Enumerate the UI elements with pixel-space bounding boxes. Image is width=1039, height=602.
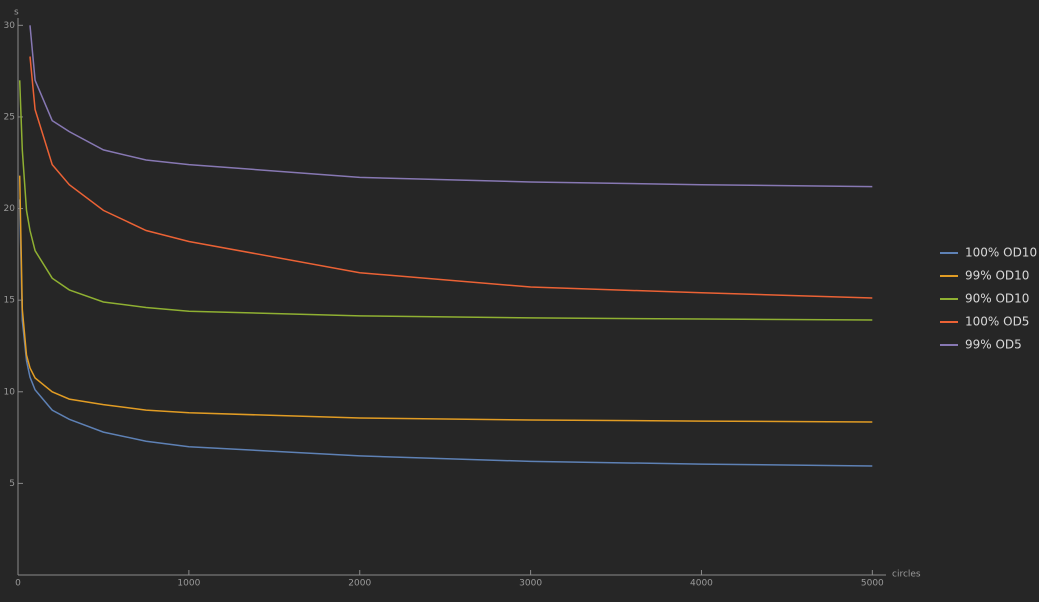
series-line [29,56,873,299]
x-tick-label: 4000 [690,579,713,589]
legend-label: 99% OD10 [965,269,1029,283]
x-tick-label: 0 [15,579,21,589]
series-line [18,175,873,423]
x-tick-label: 5000 [861,579,884,589]
x-axis-label: circles [892,570,921,580]
y-tick-label: 20 [4,204,16,214]
series-line [18,199,873,467]
y-tick-label: 10 [4,387,16,397]
legend-label: 100% OD10 [965,246,1037,260]
x-tick-label: 1000 [177,579,200,589]
y-tick-label: 25 [4,112,15,122]
y-tick-label: 5 [9,479,15,489]
plot-area [18,25,873,467]
series-line [18,80,873,321]
y-tick-label: 15 [4,296,15,306]
legend-label: 100% OD5 [965,315,1029,329]
series-line [29,25,873,188]
x-tick-label: 3000 [519,579,542,589]
x-tick-label: 2000 [348,579,371,589]
legend-label: 90% OD10 [965,292,1029,306]
legend-label: 99% OD5 [965,338,1022,352]
y-axis-label: s [14,8,19,18]
y-tick-label: 30 [4,21,16,31]
